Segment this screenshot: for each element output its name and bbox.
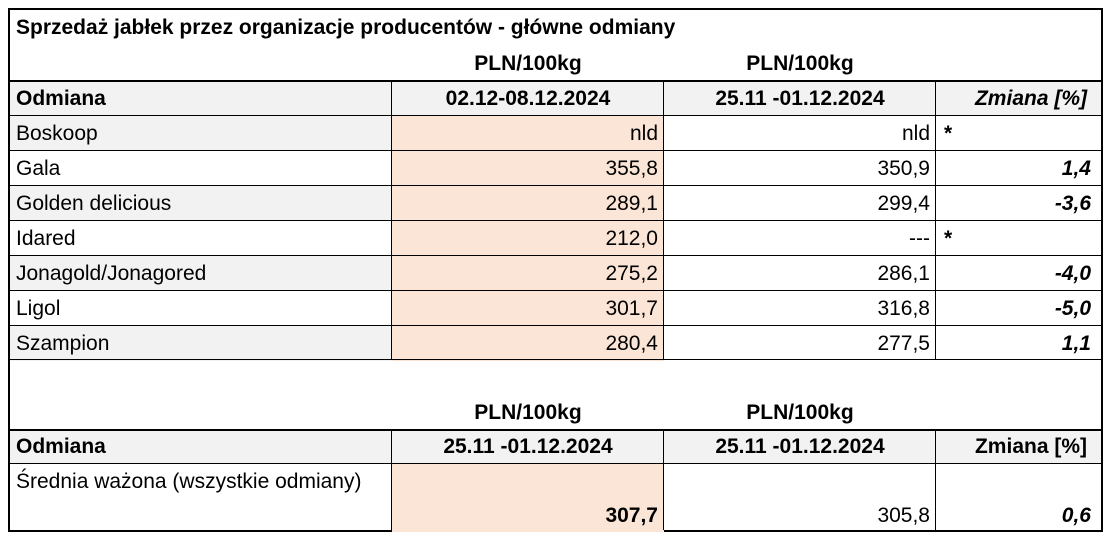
previous-price: 316,8 <box>877 296 930 320</box>
variety-name: Jonagold/Jonagored <box>10 256 392 291</box>
unit-label-previous-2: PLN/100kg <box>746 400 854 424</box>
variety-name: Idared <box>16 226 76 250</box>
header-current-period-2: 25.11 -01.12.2024 <box>392 430 664 464</box>
change-percent: -4,0 <box>1054 261 1091 285</box>
rule <box>10 325 1101 326</box>
header-variety-2: Odmiana <box>10 430 392 464</box>
weighted-average-label: Średnia ważona (wszystkie odmiany) <box>16 470 362 493</box>
header-change-2: Zmiana [%] <box>936 430 1101 464</box>
current-price: 301,7 <box>392 291 664 326</box>
current-price: 289,1 <box>392 186 664 221</box>
note-asterisk: * <box>944 226 953 250</box>
weighted-average-current: 307,7 <box>392 464 664 532</box>
previous-price: 350,9 <box>877 156 930 180</box>
header-previous-period-2: 25.11 -01.12.2024 <box>664 430 936 464</box>
page-title: Sprzedaż jabłek przez organizacje produc… <box>16 16 676 39</box>
change-percent: -3,6 <box>1054 191 1091 215</box>
unit-label-current: PLN/100kg <box>474 51 582 75</box>
previous-price: 299,4 <box>877 191 930 215</box>
rule <box>10 463 1101 464</box>
header-change: Zmiana [%] <box>936 81 1101 116</box>
unit-label-current-2: PLN/100kg <box>474 400 582 424</box>
previous-price: 277,5 <box>877 331 930 355</box>
change-percent: -5,0 <box>1054 296 1091 320</box>
current-price: 275,2 <box>392 256 664 291</box>
rule <box>10 115 1101 116</box>
rule <box>391 430 392 530</box>
unit-label-previous: PLN/100kg <box>746 51 854 75</box>
rule <box>391 81 392 359</box>
variety-name: Szampion <box>10 326 392 361</box>
current-price: 280,4 <box>392 326 664 361</box>
header-previous-period: 25.11 -01.12.2024 <box>664 81 936 116</box>
rule <box>10 80 1101 82</box>
rule <box>935 81 936 359</box>
rule <box>10 290 1101 291</box>
current-price: nld <box>392 116 664 151</box>
variety-name: Ligol <box>16 296 61 320</box>
variety-name: Gala <box>16 156 61 180</box>
variety-name: Golden delicious <box>10 186 392 221</box>
rule <box>663 430 664 530</box>
previous-price: nld <box>901 121 930 145</box>
previous-price: --- <box>909 226 930 250</box>
change-percent: 1,4 <box>1061 156 1091 180</box>
rule <box>10 150 1101 151</box>
note-asterisk: * <box>944 121 953 145</box>
rule <box>10 359 1101 360</box>
weighted-average-change: 0,6 <box>1061 504 1091 527</box>
change-percent: 1,1 <box>1061 331 1091 355</box>
variety-name: Boskoop <box>10 116 392 151</box>
rule <box>10 429 1101 431</box>
rule <box>10 185 1101 186</box>
current-price: 212,0 <box>392 221 664 256</box>
rule <box>10 255 1101 256</box>
previous-price: 286,1 <box>877 261 930 285</box>
rule <box>663 81 664 359</box>
current-price: 355,8 <box>392 151 664 186</box>
header-variety: Odmiana <box>10 81 392 116</box>
header-current-period: 02.12-08.12.2024 <box>392 81 664 116</box>
weighted-average-previous: 305,8 <box>877 504 930 527</box>
rule <box>10 220 1101 221</box>
rule <box>935 430 936 530</box>
